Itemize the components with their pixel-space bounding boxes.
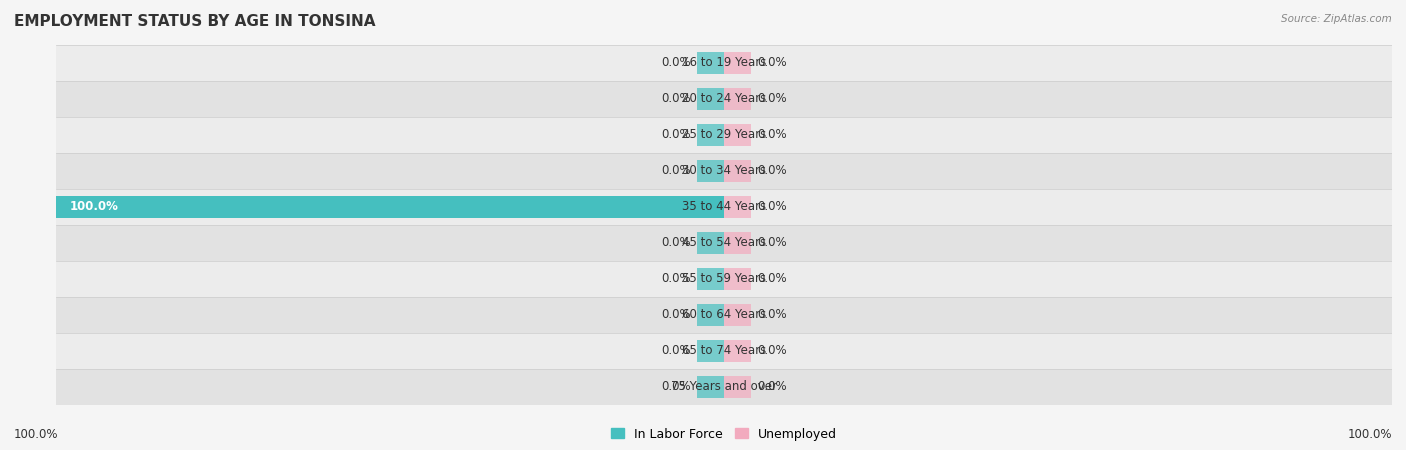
Bar [697,88,724,110]
Text: 0.0%: 0.0% [758,93,787,105]
Text: 25 to 29 Years: 25 to 29 Years [682,129,766,141]
Bar [56,225,1392,261]
Text: 16 to 19 Years: 16 to 19 Years [682,57,766,69]
Text: 0.0%: 0.0% [661,237,690,249]
Text: 45 to 54 Years: 45 to 54 Years [682,237,766,249]
Text: 0.0%: 0.0% [661,381,690,393]
Bar [697,376,724,398]
Text: 0.0%: 0.0% [661,129,690,141]
Bar [56,45,1392,81]
Bar [697,124,724,146]
Text: 0.0%: 0.0% [758,57,787,69]
Bar [56,196,724,218]
Text: 35 to 44 Years: 35 to 44 Years [682,201,766,213]
Bar [697,232,724,254]
Bar [697,304,724,326]
Text: 65 to 74 Years: 65 to 74 Years [682,345,766,357]
Text: 100.0%: 100.0% [69,201,118,213]
Text: 0.0%: 0.0% [661,345,690,357]
Bar [697,340,724,362]
Text: 0.0%: 0.0% [661,165,690,177]
Bar [724,52,751,74]
Text: 0.0%: 0.0% [758,165,787,177]
Bar [56,369,1392,405]
Bar [724,232,751,254]
Text: 0.0%: 0.0% [758,381,787,393]
Text: 20 to 24 Years: 20 to 24 Years [682,93,766,105]
Bar [724,160,751,182]
Text: EMPLOYMENT STATUS BY AGE IN TONSINA: EMPLOYMENT STATUS BY AGE IN TONSINA [14,14,375,28]
Legend: In Labor Force, Unemployed: In Labor Force, Unemployed [606,423,842,446]
Bar [56,153,1392,189]
Text: 0.0%: 0.0% [758,129,787,141]
Text: 0.0%: 0.0% [758,345,787,357]
Bar [697,160,724,182]
Text: 0.0%: 0.0% [758,201,787,213]
Bar [724,340,751,362]
Bar [724,88,751,110]
Bar [56,261,1392,297]
Bar [697,52,724,74]
Bar [56,189,1392,225]
Text: 0.0%: 0.0% [758,273,787,285]
Text: 60 to 64 Years: 60 to 64 Years [682,309,766,321]
Bar [56,117,1392,153]
Bar [724,124,751,146]
Bar [724,268,751,290]
Bar [56,297,1392,333]
Text: 0.0%: 0.0% [661,57,690,69]
Text: 0.0%: 0.0% [758,309,787,321]
Bar [697,268,724,290]
Text: 55 to 59 Years: 55 to 59 Years [682,273,766,285]
Text: 0.0%: 0.0% [661,93,690,105]
Bar [56,81,1392,117]
Text: 75 Years and over: 75 Years and over [671,381,778,393]
Text: 30 to 34 Years: 30 to 34 Years [682,165,766,177]
Text: 100.0%: 100.0% [14,428,59,441]
Text: Source: ZipAtlas.com: Source: ZipAtlas.com [1281,14,1392,23]
Bar [724,376,751,398]
Bar [724,304,751,326]
Text: 0.0%: 0.0% [661,309,690,321]
Text: 100.0%: 100.0% [1347,428,1392,441]
Text: 0.0%: 0.0% [758,237,787,249]
Text: 0.0%: 0.0% [661,273,690,285]
Bar [56,333,1392,369]
Bar [724,196,751,218]
